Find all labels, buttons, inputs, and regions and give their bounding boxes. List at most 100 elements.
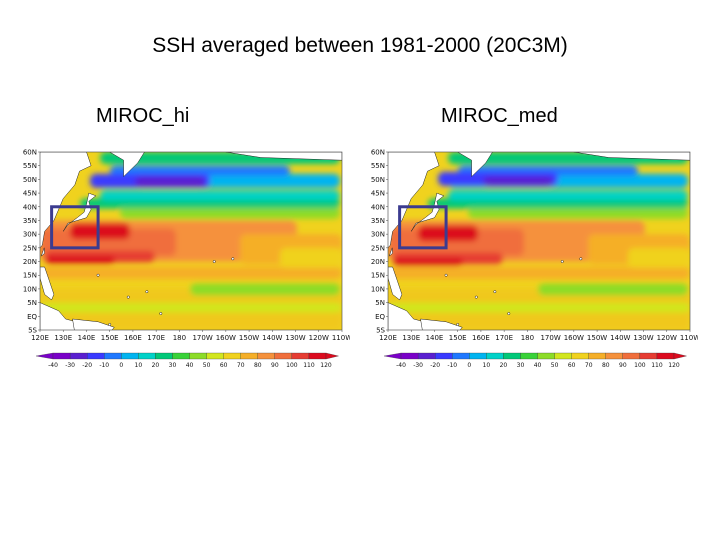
lon-tick-label: 170W [540, 334, 560, 342]
colorbar-swatch [400, 352, 419, 360]
colorbar-swatch [554, 352, 572, 360]
lat-tick-label: 15N [371, 272, 385, 280]
colorbar-tick-label: 70 [585, 362, 593, 369]
slide-title: SSH averaged between 1981-2000 (20C3M) [152, 34, 568, 57]
lat-tick-label: 25N [23, 244, 37, 252]
colorbar-tick-label: 110 [651, 362, 663, 369]
colorbar-tick-label: -10 [99, 362, 109, 369]
lon-tick-label: 110W [680, 334, 698, 342]
lat-tick-label: 10N [23, 285, 37, 293]
lon-tick-label: 130W [633, 334, 653, 342]
lat-tick-label: 5N [27, 299, 37, 307]
colorbar-swatch [520, 352, 538, 360]
colorbar-tick-label: 90 [619, 362, 627, 369]
colorbar-tick-label: 90 [271, 362, 279, 369]
colorbar-tick-label: 10 [135, 362, 143, 369]
colorbar-tick-label: 80 [254, 362, 262, 369]
lon-tick-label: 180 [173, 334, 186, 342]
lat-tick-label: 35N [23, 217, 37, 225]
colorbar-swatch [622, 352, 641, 360]
lat-tick-label: 5S [28, 327, 37, 335]
lon-tick-label: 170E [147, 334, 165, 342]
colorbar-tick-label: -30 [65, 362, 75, 369]
colorbar-swatch [503, 352, 521, 360]
lon-tick-label: 110W [332, 334, 350, 342]
land-mask [388, 152, 690, 330]
lon-tick-label: 170W [192, 334, 212, 342]
colorbar-tick-label: 30 [169, 362, 177, 369]
lon-tick-label: 140W [262, 334, 282, 342]
lon-tick-label: 160E [124, 334, 142, 342]
lon-tick-label: 130E [402, 334, 420, 342]
lat-tick-label: 5S [376, 327, 385, 335]
colorbar-tick-label: 60 [568, 362, 576, 369]
colorbar-swatch [257, 352, 275, 360]
colorbar-swatch [571, 352, 589, 360]
colorbar-tick-label: 20 [500, 362, 508, 369]
colorbar-swatch [605, 352, 623, 360]
colorbar-tick-label: 30 [517, 362, 525, 369]
colorbar-swatch [121, 352, 139, 360]
lon-tick-label: 120W [309, 334, 329, 342]
colorbar-tick-label: 100 [286, 362, 298, 369]
colorbar-tick-label: 40 [186, 362, 194, 369]
ssh-map-miroc-med: 60N 55N 50N 45N 40N 35N 30N 25N 20N 15N 10N 5N EQ 5S 1… [352, 148, 698, 373]
lon-tick-label: 170E [495, 334, 513, 342]
lat-tick-label: 5N [375, 299, 385, 307]
colorbar-swatch [104, 352, 122, 360]
lat-tick-label: 50N [371, 176, 385, 184]
lon-tick-label: 120E [31, 334, 49, 342]
lon-tick-label: 160W [564, 334, 584, 342]
lon-tick-label: 120E [379, 334, 397, 342]
ssh-map-miroc-hi: 60N 55N 50N 45N 40N 35N 30N 25N 20N 15N 10N 5N EQ 5S 1… [4, 148, 350, 373]
lon-tick-label: 150W [587, 334, 607, 342]
colorbar-swatch [452, 352, 470, 360]
lon-tick-label: 130E [54, 334, 72, 342]
colorbar-swatch [206, 352, 224, 360]
colorbar-tick-label: 120 [320, 362, 332, 369]
colorbar: -40 -30 -20 -10 0 10 20 30 40 50 60 70 80 90 100 110 120 [35, 352, 339, 369]
colorbar-swatch [189, 352, 207, 360]
colorbar-tick-label: 60 [220, 362, 228, 369]
lat-tick-label: 45N [371, 190, 385, 198]
colorbar-tick-label: 100 [634, 362, 646, 369]
lon-tick-label: 160E [472, 334, 490, 342]
colorbar-tick-label: 50 [203, 362, 211, 369]
lat-tick-label: 25N [371, 244, 385, 252]
ssh-field [388, 152, 690, 330]
colorbar-tick-label: 120 [668, 362, 680, 369]
lat-tick-label: 45N [23, 190, 37, 198]
lat-tick-label: 40N [371, 203, 385, 211]
colorbar-tick-label: -30 [413, 362, 423, 369]
lon-tick-label: 180 [521, 334, 534, 342]
colorbar-swatch [486, 352, 504, 360]
colorbar-swatch [240, 352, 258, 360]
colorbar-swatch [52, 352, 71, 360]
colorbar-swatch [274, 352, 293, 360]
colorbar-swatch [656, 352, 675, 360]
land-mask [40, 152, 342, 330]
lat-tick-label: 35N [371, 217, 385, 225]
colorbar-swatch [223, 352, 241, 360]
lat-tick-label: 50N [23, 176, 37, 184]
lat-tick-label: 30N [371, 231, 385, 239]
kuroshio-region-box [398, 205, 448, 250]
lat-tick-label: 55N [371, 162, 385, 170]
colorbar-swatch [308, 352, 327, 360]
lon-tick-label: 130W [285, 334, 305, 342]
lat-tick-label: EQ [375, 313, 385, 321]
lat-tick-label: 55N [23, 162, 37, 170]
colorbar-tick-label: 0 [119, 362, 123, 369]
colorbar-swatch [172, 352, 190, 360]
colorbar-swatch [291, 352, 310, 360]
colorbar-tick-label: -20 [430, 362, 440, 369]
lon-tick-label: 120W [657, 334, 677, 342]
panel-label-miroc-hi: MIROC_hi [96, 105, 190, 127]
colorbar-swatch [469, 352, 487, 360]
lon-tick-label: 140E [426, 334, 444, 342]
lat-tick-label: 10N [371, 285, 385, 293]
colorbar-swatch [417, 352, 436, 360]
lat-tick-label: 20N [23, 258, 37, 266]
colorbar-swatch [537, 352, 555, 360]
lat-tick-label: EQ [27, 313, 37, 321]
